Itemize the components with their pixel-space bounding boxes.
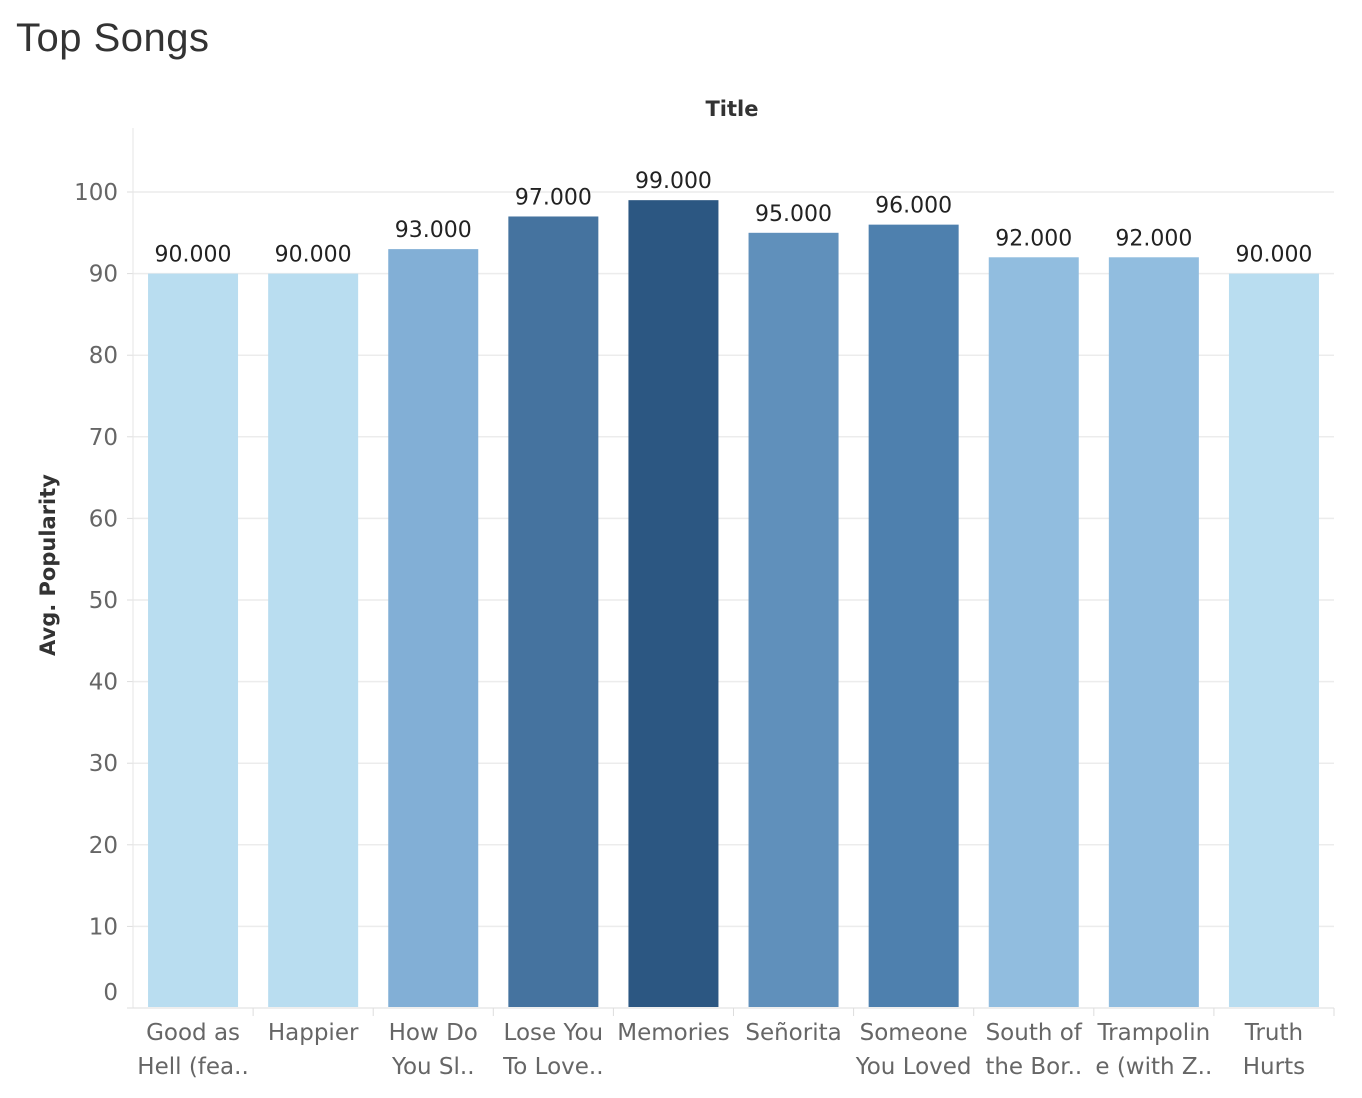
y-axis-ticks: 0 10 20 30 40 50 60 70 80 90 100 bbox=[74, 180, 133, 1009]
x-category-label: Good as bbox=[146, 1020, 240, 1046]
x-category-label: How Do bbox=[389, 1020, 478, 1046]
x-category-label: Señorita bbox=[745, 1020, 841, 1046]
bar[interactable] bbox=[148, 273, 239, 1008]
y-tick-label: 90 bbox=[89, 262, 118, 288]
y-tick-label: 50 bbox=[89, 588, 118, 614]
bar[interactable] bbox=[508, 216, 599, 1008]
y-tick-label: 80 bbox=[89, 343, 118, 369]
x-category-label: e (with Z.. bbox=[1095, 1054, 1212, 1080]
x-category-label: Someone bbox=[860, 1020, 968, 1046]
data-label: 97.000 bbox=[515, 185, 592, 210]
data-label: 90.000 bbox=[275, 243, 352, 268]
x-category-label: the Bor.. bbox=[985, 1054, 1082, 1080]
data-label: 93.000 bbox=[395, 218, 472, 243]
y-axis-title: Avg. Popularity bbox=[36, 474, 60, 656]
data-label: 99.000 bbox=[635, 169, 712, 194]
bar[interactable] bbox=[1108, 257, 1199, 1007]
x-category-label: You Sl.. bbox=[391, 1054, 475, 1080]
bar[interactable] bbox=[868, 224, 959, 1007]
x-category-label: Hurts bbox=[1243, 1054, 1305, 1080]
y-tick-label: 20 bbox=[89, 833, 118, 859]
chart-title: Top Songs bbox=[16, 16, 210, 60]
x-category-label: Happier bbox=[268, 1020, 359, 1046]
x-category-label: Memories bbox=[617, 1020, 729, 1046]
data-label: 90.000 bbox=[1235, 243, 1312, 268]
x-category-label: Truth bbox=[1244, 1020, 1303, 1046]
bar[interactable] bbox=[748, 232, 839, 1008]
x-axis-categories: Good as Hell (fea.. Happier How Do You Sl.. L… bbox=[137, 1008, 1335, 1080]
data-label: 95.000 bbox=[755, 202, 832, 227]
bar[interactable] bbox=[268, 273, 359, 1008]
bars: 90.000 90.000 93.000 97.000 99.000 95.000 96.0… bbox=[148, 169, 1319, 1008]
y-tick-label: 30 bbox=[89, 751, 118, 777]
y-tick-label: 40 bbox=[89, 670, 118, 696]
x-category-label: Lose You bbox=[504, 1020, 604, 1046]
data-label: 96.000 bbox=[875, 194, 952, 219]
y-tick-label: 0 bbox=[103, 980, 118, 1006]
data-label: 90.000 bbox=[155, 243, 232, 268]
x-category-label: Hell (fea.. bbox=[137, 1054, 248, 1080]
y-tick-label: 100 bbox=[74, 180, 118, 206]
y-tick-label: 10 bbox=[89, 914, 118, 940]
bar[interactable] bbox=[1228, 273, 1319, 1008]
data-label: 92.000 bbox=[995, 226, 1072, 251]
bar[interactable] bbox=[628, 200, 719, 1007]
x-category-label: To Love.. bbox=[502, 1054, 603, 1080]
y-tick-label: 60 bbox=[89, 506, 118, 532]
y-tick-label: 70 bbox=[89, 425, 118, 451]
x-category-label: South of bbox=[986, 1020, 1083, 1046]
x-category-label: You Loved bbox=[855, 1054, 972, 1080]
x-category-label: Trampolin bbox=[1097, 1020, 1211, 1046]
data-label: 92.000 bbox=[1115, 226, 1192, 251]
bar[interactable] bbox=[388, 249, 479, 1007]
bar[interactable] bbox=[988, 257, 1079, 1007]
x-axis-title: Title bbox=[705, 97, 758, 121]
